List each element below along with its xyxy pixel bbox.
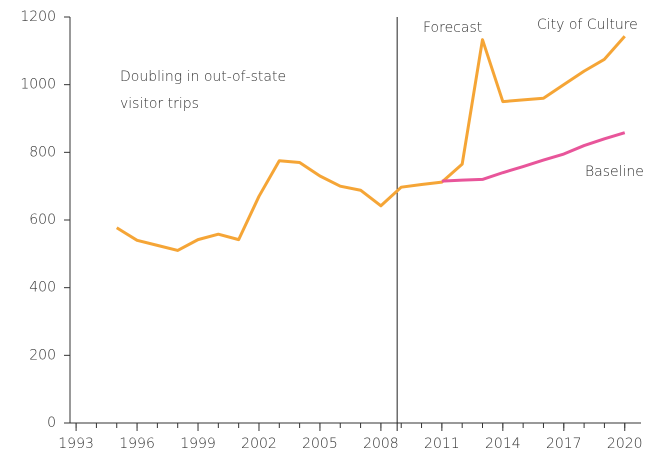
y-tick-label: 200	[29, 347, 56, 363]
x-tick-label: 2014	[485, 436, 521, 452]
y-tick-label: 0	[47, 415, 56, 431]
x-tick-label: 1999	[180, 436, 216, 452]
x-tick-label: 1996	[119, 436, 155, 452]
annotation: Doubling in out-of-state	[120, 69, 286, 85]
series-line	[115, 35, 626, 252]
x-tick-label: 2005	[302, 436, 338, 452]
x-tick-label: 2008	[363, 436, 399, 452]
y-tick-label: 1200	[20, 9, 56, 25]
x-tick-label: 2002	[241, 436, 277, 452]
series-label: Baseline	[585, 164, 644, 180]
annotation: Forecast	[423, 20, 482, 36]
y-tick-label: 800	[29, 144, 56, 160]
y-tick-label: 1000	[20, 77, 56, 93]
y-tick-label: 400	[29, 280, 56, 296]
y-tick-label: 600	[29, 212, 56, 228]
series-label: City of Culture	[537, 17, 638, 33]
x-tick-label: 2011	[424, 436, 460, 452]
x-tick-label: 2020	[607, 436, 643, 452]
x-tick-label: 2017	[546, 436, 582, 452]
annotation: visitor trips	[120, 96, 199, 112]
x-tick-label: 1993	[58, 436, 94, 452]
series-line	[441, 131, 626, 183]
